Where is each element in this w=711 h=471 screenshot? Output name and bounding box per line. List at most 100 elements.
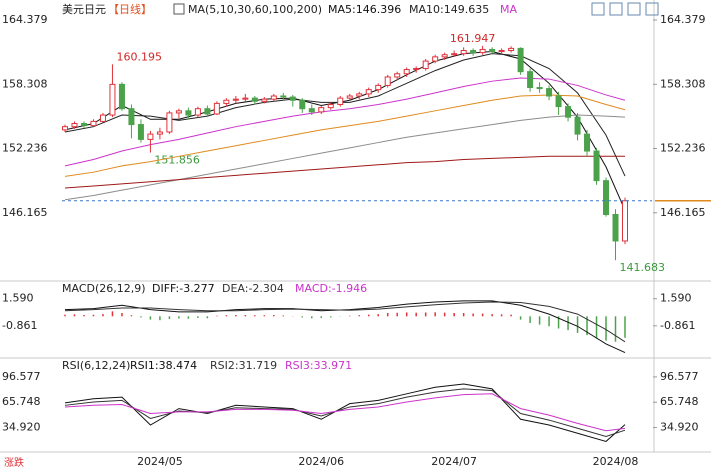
y-tick-label: 146.165 [660, 206, 706, 219]
line [64, 393, 626, 432]
candle-body [460, 50, 467, 55]
line [64, 94, 626, 177]
indicator-label: MA(5,10,30,60,100,200) [188, 3, 322, 16]
candle-body [470, 50, 477, 54]
y-tick-label: 146.165 [2, 206, 48, 219]
line [64, 77, 626, 167]
line [64, 388, 626, 438]
candle-body [318, 107, 325, 113]
chart-title: 美元日元 [62, 3, 106, 16]
y-tick-label: 152.236 [660, 142, 706, 155]
candle-body [128, 108, 135, 126]
candle-body [327, 103, 334, 109]
candle-body [384, 76, 391, 86]
candle-body [555, 95, 562, 108]
candle-body [166, 112, 173, 133]
line [64, 53, 626, 177]
legend-entry: MACD:-1.946 [295, 282, 367, 295]
candle-body [299, 99, 306, 110]
candle-body [451, 53, 458, 56]
candle-body [584, 133, 591, 152]
legend-entry: DIFF:-3.277 [152, 282, 215, 295]
toolbar [591, 2, 659, 16]
candle-body [403, 69, 410, 75]
legend-entry: MA5:146.396 [328, 3, 401, 16]
candle-body [118, 83, 125, 110]
y-tick-label: 1.590 [660, 292, 692, 305]
y-tick-label: 158.308 [2, 77, 48, 90]
candle-body [479, 48, 486, 54]
candle-body [90, 120, 97, 127]
candle-body [346, 95, 353, 99]
y-tick-label: 96.577 [660, 370, 699, 383]
toolbar-button[interactable] [609, 2, 623, 16]
y-tick-label: 34.920 [2, 421, 41, 434]
candle-body [432, 56, 439, 62]
y-tick-label: 65.748 [2, 395, 41, 408]
candle-body [62, 126, 68, 131]
high-annotation: 161.947 [450, 32, 496, 45]
legend-entry: MA10:149.635 [409, 3, 489, 16]
candle-body [546, 88, 553, 97]
corner-label[interactable]: 涨跌 [4, 456, 24, 469]
candle-body [156, 131, 163, 135]
y-tick-label: -0.861 [2, 319, 37, 332]
toolbar-button[interactable] [645, 2, 659, 16]
candle-body [80, 123, 87, 127]
y-tick-label: 1.590 [2, 292, 34, 305]
candle-body [261, 98, 268, 102]
y-tick-label: 164.379 [2, 13, 48, 26]
toolbar-button[interactable] [591, 2, 605, 16]
candle-body [242, 97, 249, 100]
legend-entry: RSI2:31.719 [210, 359, 277, 372]
toolbar-button[interactable] [627, 2, 641, 16]
high-annotation: 160.195 [116, 50, 162, 63]
candle-body [612, 214, 619, 242]
candle-body [356, 93, 363, 97]
line [64, 300, 626, 353]
line [64, 155, 625, 189]
y-tick-label: 34.920 [660, 421, 699, 434]
checkbox-icon[interactable] [173, 3, 185, 15]
candle-body [413, 67, 420, 71]
candle-body [536, 87, 543, 90]
candle-body [251, 97, 258, 102]
candle-body [489, 48, 496, 53]
candle-body [232, 98, 239, 101]
candle-body [337, 97, 344, 105]
candle-body [394, 73, 401, 78]
candle-body [270, 95, 277, 100]
legend-entry: MA [500, 3, 517, 16]
candle-body [603, 180, 610, 216]
candle-body [109, 83, 116, 116]
panel-title: RSI(6,12,24) [62, 359, 130, 372]
candle-body [565, 106, 572, 118]
x-tick-label: 2024/06 [298, 455, 344, 468]
candle-body [593, 150, 600, 182]
low-annotation: 141.683 [620, 261, 666, 274]
candle-body [194, 108, 201, 116]
line [64, 383, 626, 442]
candle-body [99, 114, 106, 122]
candle-body [289, 96, 296, 101]
y-tick-label: -0.861 [660, 319, 695, 332]
candle-body [622, 200, 628, 242]
candle-body [517, 47, 524, 73]
legend-entry: RSI1:38.474 [130, 359, 197, 372]
candle-body [375, 84, 382, 91]
legend-entry: DEA:-2.304 [222, 282, 284, 295]
low-annotation: 151.856 [154, 154, 200, 167]
x-tick-label: 2024/08 [593, 455, 639, 468]
y-tick-label: 164.379 [660, 13, 706, 26]
line [64, 114, 626, 201]
candle-body [308, 108, 315, 113]
line [64, 51, 626, 211]
panel-title: MACD(26,12,9) [62, 282, 146, 295]
candle-body [422, 60, 429, 69]
candle-body [508, 47, 515, 51]
x-tick-label: 2024/05 [137, 455, 183, 468]
period-label[interactable]: 【日线】 [108, 2, 152, 16]
y-tick-label: 96.577 [2, 370, 41, 383]
candle-body [527, 71, 534, 89]
